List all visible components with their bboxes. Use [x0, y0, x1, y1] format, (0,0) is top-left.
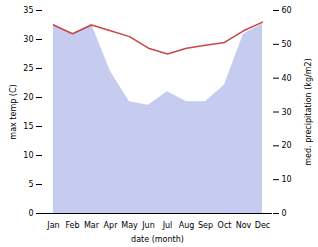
svg-text:40: 40 [282, 74, 292, 83]
svg-text:10: 10 [282, 175, 292, 184]
svg-text:10: 10 [23, 151, 33, 160]
svg-text:Sep: Sep [198, 221, 213, 230]
svg-text:May: May [121, 221, 138, 230]
svg-text:Jul: Jul [162, 221, 173, 230]
svg-text:5: 5 [28, 180, 33, 189]
svg-text:30: 30 [23, 35, 33, 44]
svg-text:Aug: Aug [179, 221, 195, 230]
svg-text:25: 25 [23, 64, 33, 73]
svg-text:Feb: Feb [65, 221, 79, 230]
svg-text:0: 0 [282, 209, 287, 218]
svg-text:30: 30 [282, 108, 292, 117]
svg-text:15: 15 [23, 122, 33, 131]
svg-text:max temp (C): max temp (C) [9, 84, 18, 139]
svg-text:Oct: Oct [218, 221, 232, 230]
svg-text:20: 20 [23, 93, 33, 102]
svg-text:date (month): date (month) [131, 235, 184, 244]
svg-text:35: 35 [23, 6, 33, 15]
svg-text:Dec: Dec [255, 221, 270, 230]
svg-text:Jan: Jan [46, 221, 59, 230]
svg-text:20: 20 [282, 141, 292, 150]
svg-text:Jun: Jun [141, 221, 155, 230]
svg-text:Apr: Apr [104, 221, 119, 230]
svg-text:0: 0 [28, 209, 33, 218]
svg-text:med. precipitation (kg/m2): med. precipitation (kg/m2) [304, 58, 313, 165]
svg-text:50: 50 [282, 40, 292, 49]
svg-text:60: 60 [282, 6, 292, 15]
svg-text:Mar: Mar [84, 221, 100, 230]
svg-text:Nov: Nov [236, 221, 252, 230]
